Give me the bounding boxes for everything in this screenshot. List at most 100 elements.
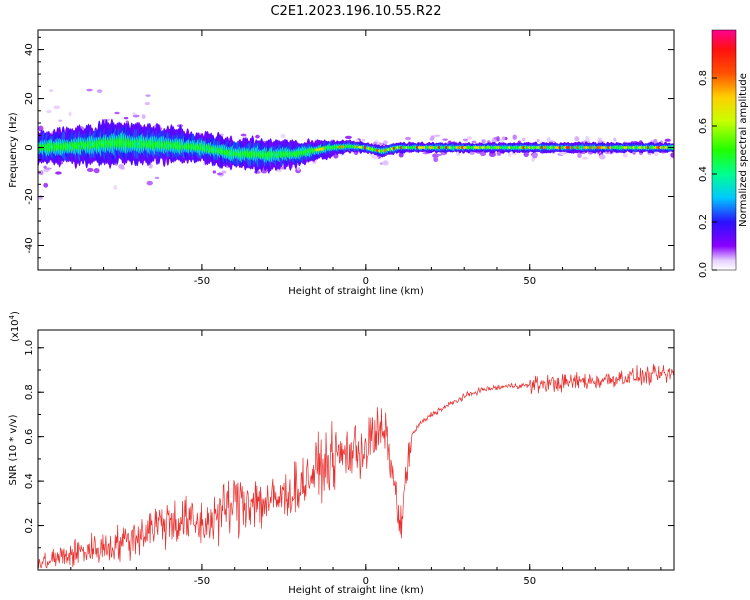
colorbar-tick-label: 0.2	[698, 214, 709, 230]
spectrogram-speckle	[653, 150, 659, 157]
spectrogram-speckle	[622, 153, 628, 158]
spectrogram-speckle	[38, 125, 44, 132]
spectrogram-speckle	[68, 111, 72, 117]
spectrogram-speckle	[86, 167, 94, 173]
spectrogram-speckle	[53, 105, 61, 110]
spectrogram-speckle	[212, 170, 217, 174]
spectrogram-speckle	[43, 182, 49, 188]
spectrogram-speckle	[512, 134, 517, 140]
snr-y-label: SNR (10 * v/v)	[8, 414, 19, 485]
spectrogram-plot-area	[38, 88, 674, 200]
snr-x-tick-label: 0	[363, 576, 369, 587]
spectrogram-speckle	[280, 133, 286, 139]
colorbar-ticks: 0.0 0.2 0.4 0.6 0.8	[698, 70, 717, 278]
spectrogram-axes: -50 0 50 -40 -20 0 20 40	[24, 30, 674, 287]
spectrogram-speckle	[379, 162, 384, 165]
spectrogram-y-tick-label: 20	[24, 92, 35, 105]
spectrogram-speckle	[433, 156, 439, 163]
snr-y-tick-label: 0.4	[24, 473, 35, 489]
snr-x-tick-label: 50	[523, 576, 536, 587]
spectrogram-speckle	[38, 195, 43, 200]
colorbar-label: Normalized spectral amplitude	[738, 73, 749, 227]
snr-y-tick-label: 0.6	[24, 429, 35, 445]
spectrogram-speckle	[536, 138, 540, 143]
colorbar-tick-label: 0.8	[698, 70, 709, 86]
snr-y-tick-label: 0.8	[24, 384, 35, 400]
spectrogram-speckle	[113, 185, 118, 190]
spectrogram-panel: -50 0 50 -40 -20 0 20 40 Height of straight lin…	[8, 29, 675, 297]
spectrogram-speckle	[55, 171, 62, 175]
spectrogram-speckle	[471, 140, 477, 144]
spectrogram-speckle	[435, 153, 443, 156]
spectrogram-speckle	[574, 136, 580, 142]
spectrogram-speckle	[434, 134, 441, 137]
snr-y-unit-base: (x10	[10, 319, 21, 342]
spectrogram-speckle	[221, 170, 227, 174]
spectrogram-speckle	[613, 137, 617, 142]
spectrogram-speckle	[49, 89, 54, 92]
spectrogram-y-tick-label: -20	[24, 188, 35, 204]
spectrogram-speckle	[132, 112, 136, 116]
spectrogram-speckle	[146, 180, 153, 186]
colorbar-tick-label: 0.6	[698, 118, 709, 134]
snr-axes: -50 0 50 0.2 0.4 0.6 0.8 1.0	[24, 330, 674, 587]
spectrogram-speckle	[501, 136, 506, 141]
snr-y-unit-exponent: 4	[8, 314, 16, 319]
spectrogram-speckle	[344, 135, 352, 139]
spectrogram-speckle	[371, 156, 379, 159]
snr-y-unit: (x104)	[8, 311, 21, 342]
spectrogram-speckle	[154, 176, 160, 180]
spectrogram-speckle	[114, 111, 120, 115]
spectrogram-x-tick-label: -50	[194, 276, 210, 287]
spectrogram-speckle	[148, 163, 153, 169]
snr-y-unit-close: )	[10, 311, 21, 315]
spectrogram-speckle	[507, 152, 512, 157]
spectrogram-speckle	[598, 154, 606, 160]
spectrogram-speckle	[479, 151, 486, 157]
spectrogram-x-tick-label: 50	[523, 276, 536, 287]
spectrogram-speckle	[120, 166, 125, 170]
spectrogram-speckle	[43, 165, 47, 169]
colorbar: 0.0 0.2 0.4 0.6 0.8 Normalized spectral ampl…	[698, 29, 749, 278]
spectrogram-speckle	[585, 135, 589, 142]
spectrogram-speckle	[86, 88, 93, 92]
spectrogram-y-tick-label: 0	[24, 144, 35, 150]
snr-x-tick-label: -50	[194, 576, 210, 587]
snr-frame	[37, 329, 675, 571]
spectrogram-x-label: Height of straight line (km)	[288, 286, 424, 297]
spectrogram-speckle	[429, 137, 435, 141]
spectrogram-speckle	[240, 133, 247, 137]
spectrogram-speckle	[582, 156, 589, 160]
spectrogram-speckle	[653, 138, 658, 145]
svg-text:(x104): (x104)	[8, 311, 21, 342]
figure-title: C2E1.2023.196.10.55.R22	[270, 4, 441, 19]
spectrogram-speckle	[106, 118, 111, 121]
spectrogram-speckle	[664, 138, 671, 142]
spectrogram-speckle	[93, 167, 100, 174]
spectrogram-speckle	[522, 137, 526, 142]
spectrogram-y-label: Frequency (Hz)	[8, 112, 19, 188]
spectrogram-speckle	[481, 139, 486, 144]
colorbar-tick-label: 0.4	[698, 166, 709, 182]
spectrogram-speckle	[144, 102, 151, 106]
spectrogram-speckle	[670, 152, 674, 158]
spectrogram-frame	[37, 29, 675, 271]
spectrogram-y-tick-label: 40	[24, 43, 35, 56]
spectrogram-speckle	[44, 167, 52, 170]
spectrogram-speckle	[46, 109, 52, 114]
spectrogram-speckle	[296, 167, 300, 171]
spectrogram-speckle	[462, 138, 468, 141]
colorbar-gradient	[711, 29, 737, 271]
spectrogram-speckle	[383, 140, 388, 145]
colorbar-tick-label: 0.0	[698, 262, 709, 278]
spectrogram-speckle	[496, 136, 500, 142]
snr-y-tick-label: 1.0	[24, 340, 35, 356]
spectrogram-speckle	[517, 140, 521, 143]
spectrogram-speckle	[123, 116, 129, 120]
spectrogram-speckle	[361, 138, 366, 142]
spectrogram-speckle	[531, 152, 538, 159]
spectrogram-x-tick-label: 0	[363, 276, 369, 287]
spectrogram-speckle	[145, 94, 151, 97]
spectrogram-speckle	[404, 136, 411, 141]
